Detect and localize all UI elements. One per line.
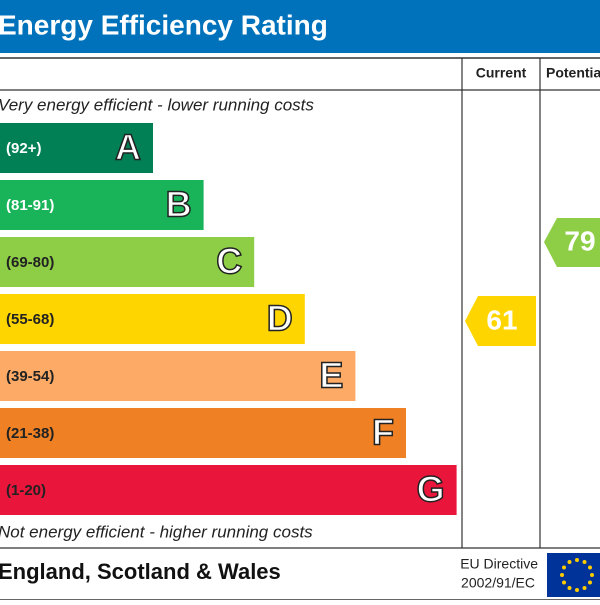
band [0,180,204,230]
band-range: (55-68) [6,311,54,328]
current-arrow [465,296,536,346]
directive-line1: EU Directive [460,556,538,572]
band [0,408,406,458]
eu-star [582,560,587,565]
band [0,123,153,173]
band-range: (1-20) [6,482,46,499]
eu-star [567,560,572,565]
band-range: (81-91) [6,197,54,214]
band-letter: F [372,412,394,453]
band-range: (69-80) [6,254,54,271]
title-bar [0,0,600,53]
band-range: (21-38) [6,425,54,442]
bottom-note: Not energy efficient - higher running co… [0,522,313,541]
band-letter: E [319,355,343,396]
eu-star [567,585,572,590]
band [0,237,255,287]
title: Energy Efficiency Rating [0,9,328,40]
region: England, Scotland & Wales [0,559,281,584]
eu-star [587,565,592,570]
eu-star [562,565,567,570]
potential-value: 79 [564,225,595,256]
eu-star [560,573,564,577]
eu-star [575,588,579,592]
potential-header: Potential [546,65,600,81]
potential-arrow [544,218,600,267]
bands: (92+) A (81-91) B (69-80) C (55-68) D (39-54) E (2… [0,123,457,515]
eu-star [582,585,587,590]
band-range: (92+) [6,140,41,157]
eu-star [575,558,579,562]
band-letter: G [417,469,445,510]
eu-stars [560,558,594,592]
current-value: 61 [486,304,517,335]
top-note: Very energy efficient - lower running co… [0,95,314,114]
eu-star [562,580,567,585]
directive-line2: 2002/91/EC [461,575,535,591]
band [0,465,457,515]
eu-star [587,580,592,585]
current-header: Current [476,65,527,81]
band-letter: C [216,241,242,282]
band-letter: B [166,184,192,225]
band-range: (39-54) [6,368,54,385]
band [0,351,356,401]
band [0,294,305,344]
eu-star [590,573,594,577]
band-letter: A [115,127,141,168]
band-letter: D [267,298,293,339]
